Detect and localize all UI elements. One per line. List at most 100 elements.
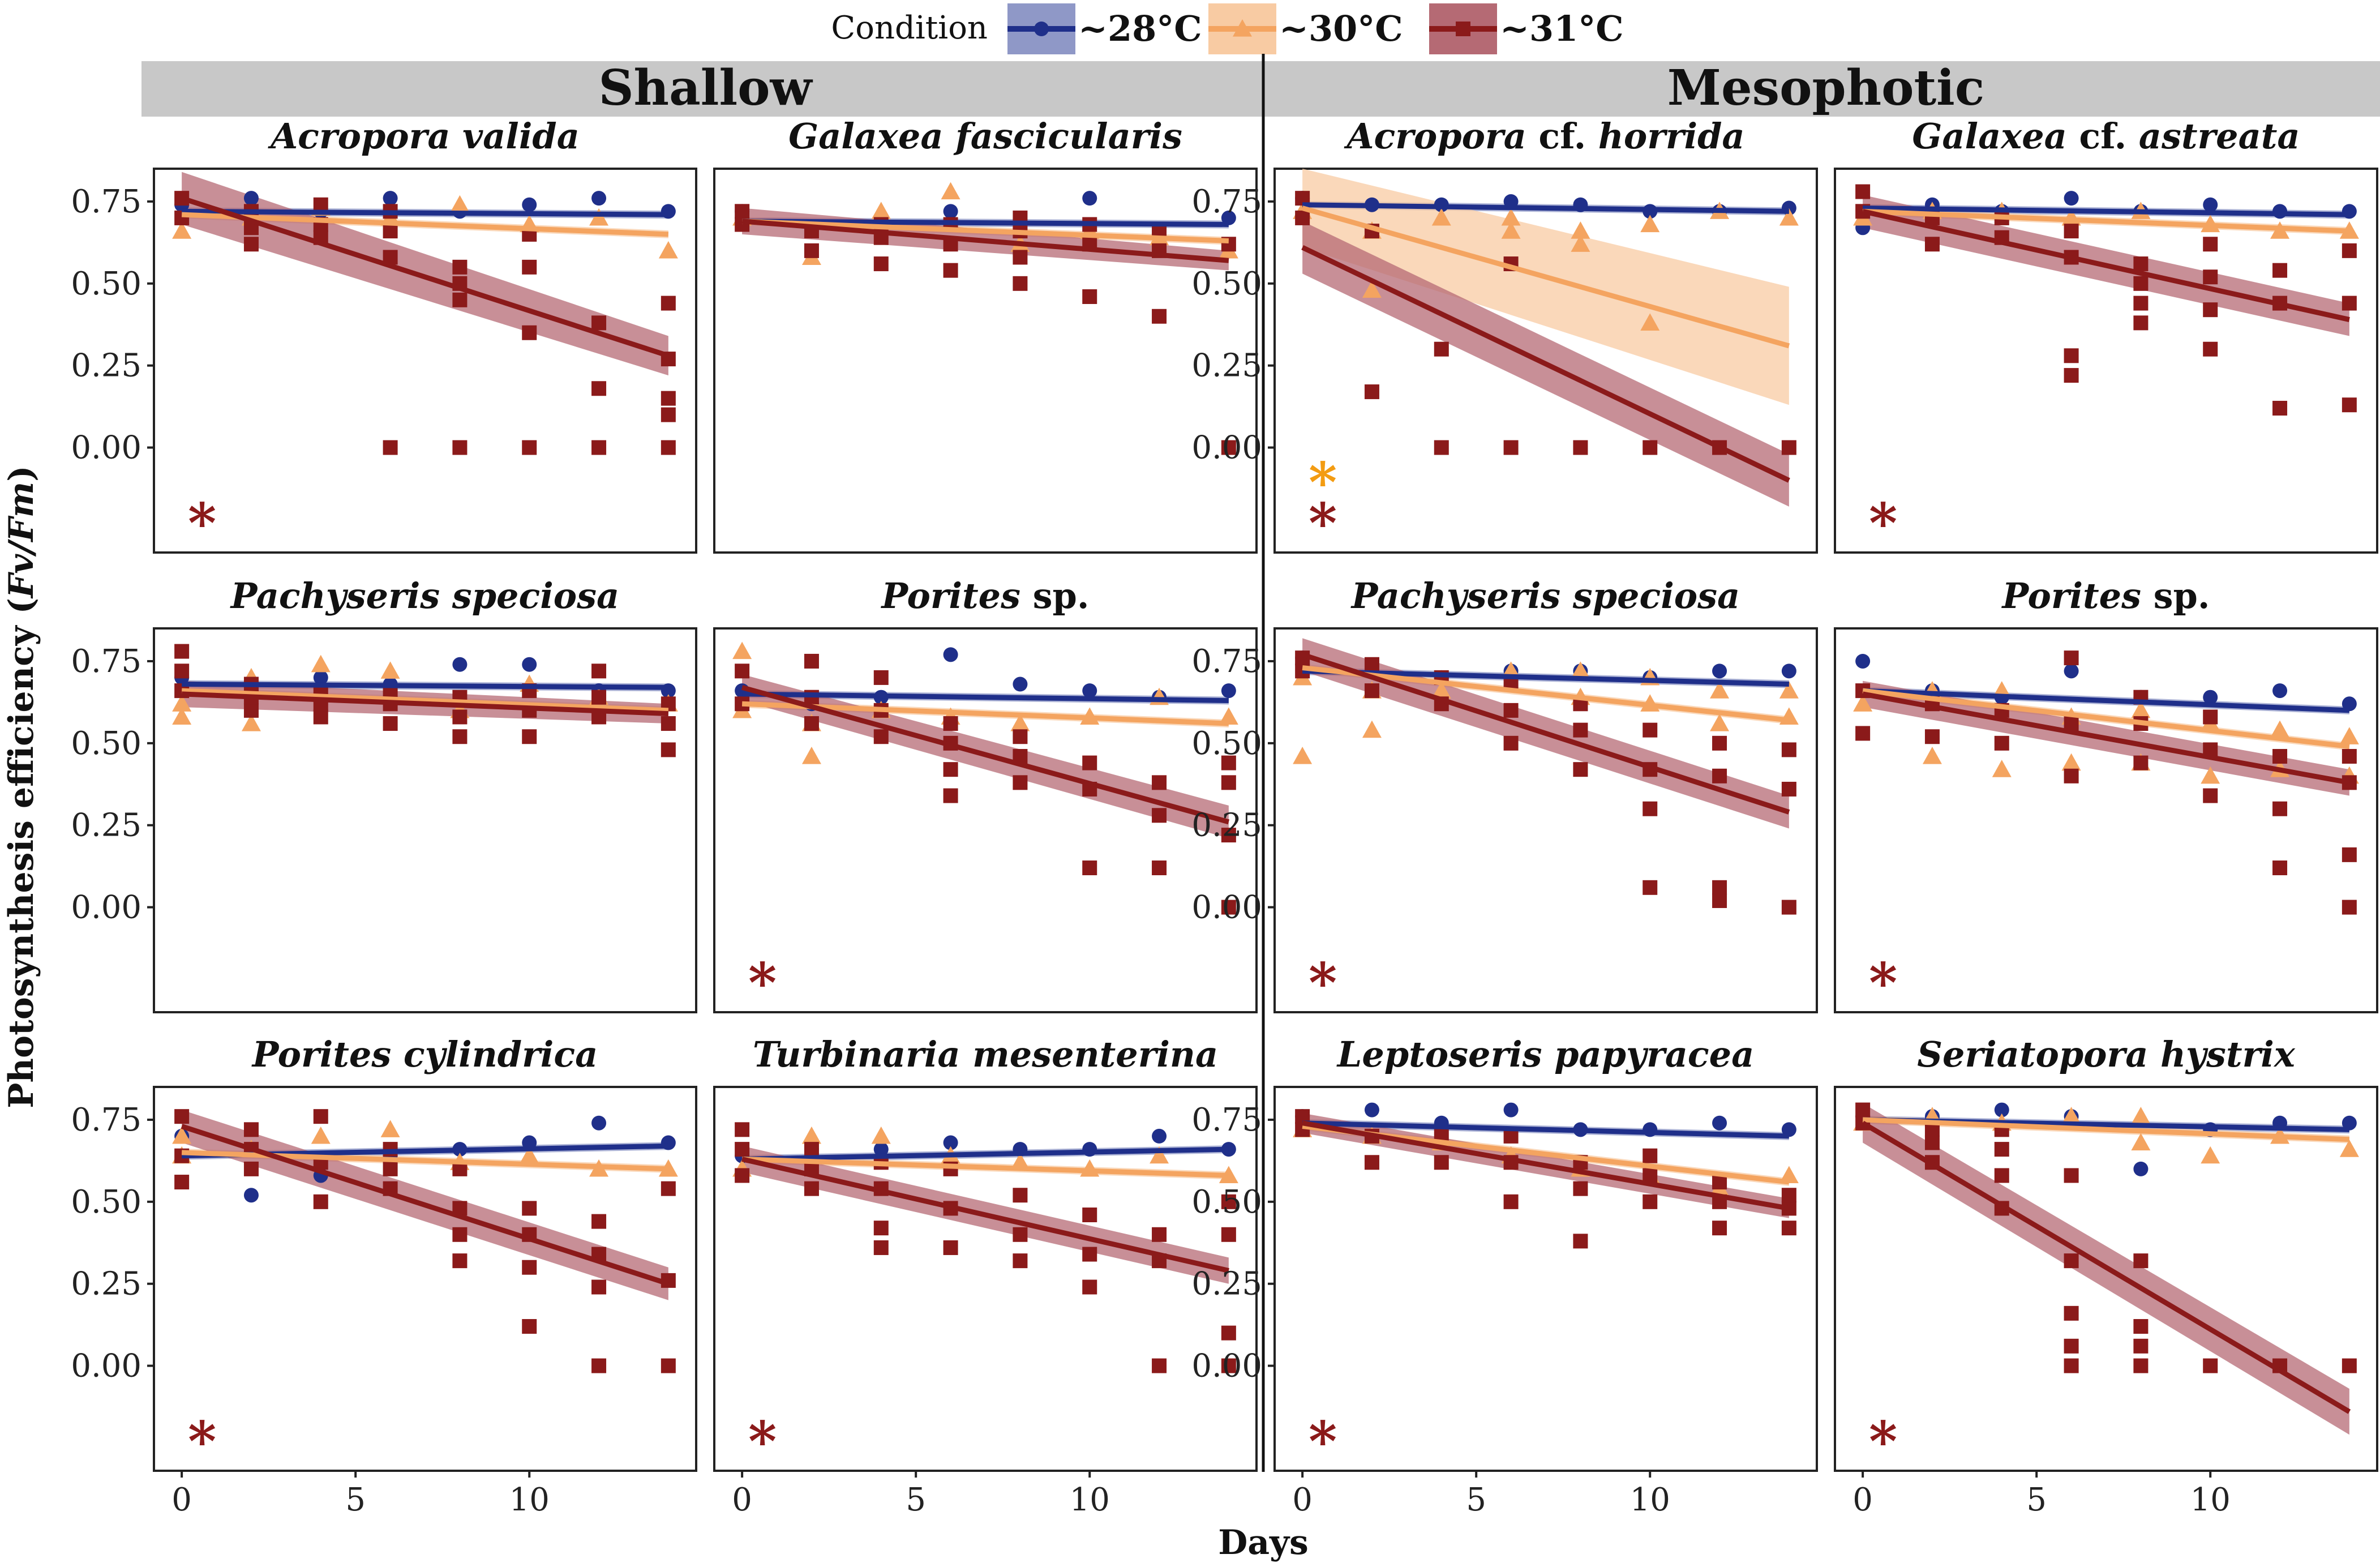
panel-frame [1273,1086,1818,1472]
x-tick-label: 0 [1292,1482,1313,1518]
point-c30 [520,1146,539,1164]
point-c31 [1924,1135,1940,1150]
point-c30 [450,195,470,213]
panel-title-segment: Seriatopora hystrix [1917,1034,2296,1075]
x-tick-label: 10 [1630,1482,1670,1518]
panel-title-segment: Galaxea fascicularis [788,115,1182,157]
fit-line-c28 [742,691,1229,703]
point-c31 [1643,722,1658,738]
panel-title-segment: Turbinaria mesenterina [753,1034,1218,1075]
fit-line-c31 [741,684,1230,825]
point-c31 [1712,893,1727,908]
panel-title-segment: Porites [881,575,1021,616]
point-c31 [661,407,676,422]
point-c31 [2203,269,2218,285]
legend: Condition ~28°C ~30°C ~31°C [831,3,1624,54]
panel-frame [713,627,1258,1013]
x-tick-label: 5 [2026,1482,2047,1518]
point-c31 [1364,683,1379,699]
point-c31 [661,1181,676,1196]
point-c31 [1643,1194,1658,1209]
point-c31 [452,292,468,307]
x-tick-label: 5 [906,1482,926,1518]
point-c28 [1013,677,1028,692]
panel-frame [1273,627,1818,1013]
point-c28 [943,647,958,662]
panel-9: Turbinaria mesenterina 0 5 10 * [713,1034,1258,1518]
point-c30 [871,202,891,219]
significance-star-c31: * [1309,951,1337,1015]
point-c30 [1922,747,1942,764]
point-c28 [243,191,259,206]
fit-line-c30 [1301,205,1790,349]
point-c31 [1082,1208,1097,1222]
fit-line-c31 [1861,1120,2351,1414]
significance-star-c31: * [1309,1410,1337,1474]
point-c31 [1712,735,1727,751]
panel-frame [713,1086,1258,1472]
point-c28 [1503,1102,1519,1118]
point-c30 [1779,1166,1799,1184]
point-c31 [1013,1253,1028,1269]
point-c30 [2131,700,2151,718]
panel-title-segment: Pachyseris speciosa [230,575,619,616]
point-c31 [2342,847,2357,862]
point-c31 [2064,224,2079,239]
panel-3: Galaxea cf. astreata * [1834,115,2378,555]
point-c28 [2272,683,2288,699]
point-c30 [1150,1146,1169,1164]
significance-star-c30: * [1309,451,1337,515]
panel-5: Porites sp. * [713,575,1258,1015]
point-c31 [1503,703,1519,718]
y-tick-label: 0.50 [71,1184,141,1221]
point-c28 [243,1188,259,1203]
point-c31 [2272,401,2288,416]
point-c31 [1221,1227,1236,1242]
x-tick-label: 0 [732,1482,752,1518]
point-c31 [943,1240,958,1255]
point-c30 [2061,753,2081,771]
point-c31 [522,440,537,455]
panel-frame [153,1086,697,1472]
panel-title: Acropora valida [268,115,580,157]
point-c31 [452,440,468,455]
y-tick-label: 0.75 [1191,643,1262,680]
point-c31 [452,709,468,725]
point-c30 [2201,1146,2220,1164]
panel-frame [153,627,697,1013]
fit-line-c28 [742,1146,1229,1162]
legend-entries: ~28°C ~30°C ~31°C [1007,3,1624,54]
point-c30 [172,694,192,712]
point-c31 [2342,243,2357,258]
point-c31 [452,1227,468,1242]
x-tick-label: 5 [345,1482,366,1518]
y-tick-label: 0.25 [1191,348,1262,384]
point-c31 [522,1260,537,1275]
y-tick-label: 0.00 [71,430,141,466]
point-c31 [2203,341,2218,357]
point-c31 [735,1168,750,1183]
point-c28 [2203,197,2218,212]
significance-star-c31: * [188,491,216,555]
point-c30 [1501,221,1521,239]
point-c31 [873,1221,889,1236]
point-c31 [2133,276,2149,291]
point-c31 [1643,801,1658,816]
point-c30 [658,241,678,259]
point-c31 [1221,828,1236,843]
point-c31 [1013,250,1028,265]
y-tick-label: 0.50 [71,725,141,762]
significance-star-c31: * [188,1410,216,1474]
fit-line-c28 [1863,205,2349,217]
legend-entry-c31: ~31°C [1429,3,1624,54]
point-c31 [2272,749,2288,764]
point-c31 [2272,860,2288,876]
point-c31 [2133,315,2149,331]
point-c30 [311,1126,331,1144]
point-c31 [1221,440,1236,455]
point-c30 [172,1126,192,1144]
fit-line-c28 [182,682,668,690]
y-tick-label: 0.50 [1191,1184,1262,1221]
point-c31 [735,663,750,679]
point-c28 [1994,1102,2009,1118]
